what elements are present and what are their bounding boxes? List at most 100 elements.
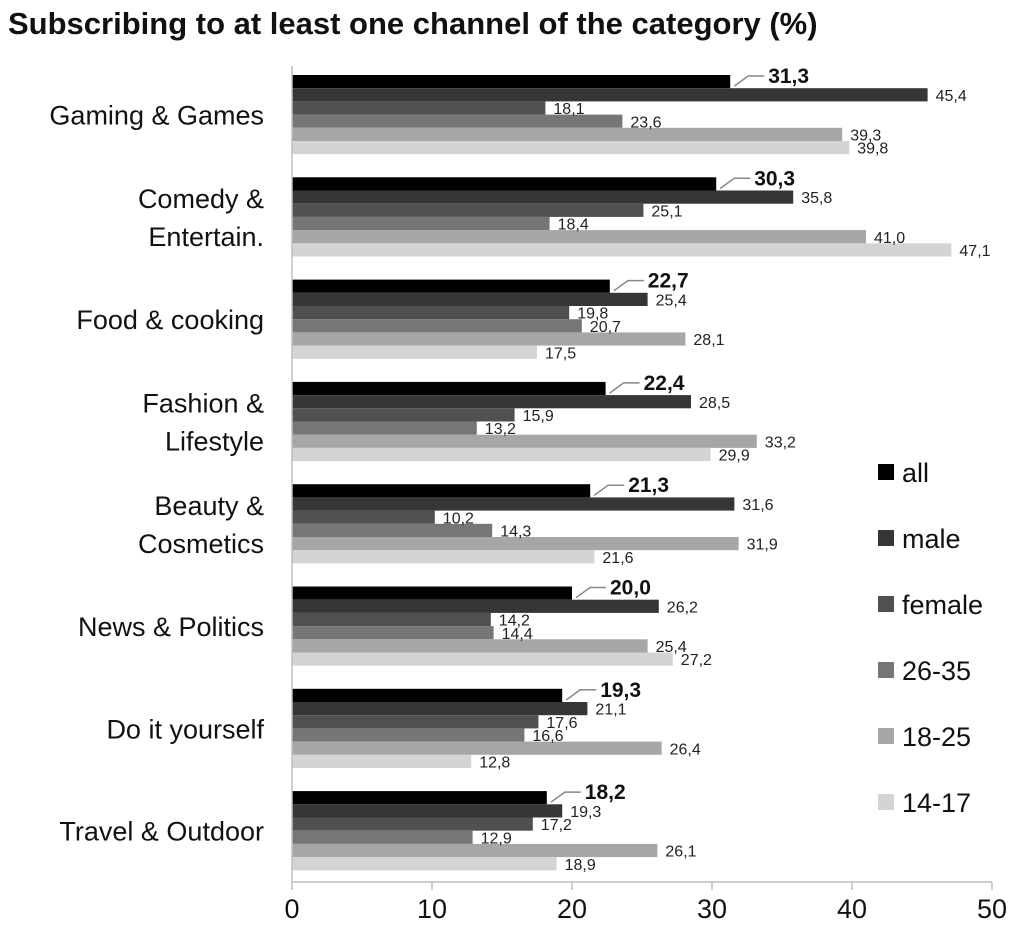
x-tick-label-0: 0 xyxy=(284,894,299,924)
category-label-0-line-0: Gaming & Games xyxy=(49,101,264,131)
bar-all-6 xyxy=(292,688,563,702)
bar-all-4 xyxy=(292,484,591,498)
category-label-4-line-0: Beauty & xyxy=(154,491,264,521)
category-label-2-line-0: Food & cooking xyxy=(76,305,264,335)
bar-26-35-0 xyxy=(292,114,623,128)
value-label-female-2: 19,8 xyxy=(577,306,608,323)
bar-26-35-4 xyxy=(292,523,493,537)
legend-swatch-26-35 xyxy=(878,662,894,678)
value-label-14-17-5: 27,2 xyxy=(681,652,712,669)
legend-label-female: female xyxy=(902,590,983,620)
bar-male-1 xyxy=(292,190,794,204)
leader-line-all-3 xyxy=(609,382,640,394)
legend-swatch-male xyxy=(878,530,894,546)
value-label-14-17-4: 21,6 xyxy=(602,550,633,567)
bar-all-3 xyxy=(292,381,606,396)
bar-26-35-5 xyxy=(292,626,494,640)
leader-line-all-4 xyxy=(593,484,625,497)
bar-14-17-0 xyxy=(292,141,850,155)
bars-layer xyxy=(292,75,952,871)
bar-18-25-5 xyxy=(292,639,648,653)
value-label-all-7: 18,2 xyxy=(585,781,626,804)
bar-14-17-2 xyxy=(292,345,537,359)
leader-line-all-5 xyxy=(575,586,606,599)
value-label-26-35-0: 23,6 xyxy=(630,114,661,131)
value-label-all-2: 22,7 xyxy=(648,270,689,293)
category-label-7-line-0: Travel & Outdoor xyxy=(59,817,264,847)
value-label-26-35-5: 14,4 xyxy=(502,626,533,643)
bar-female-4 xyxy=(292,510,435,524)
bar-14-17-7 xyxy=(292,857,557,871)
bar-18-25-2 xyxy=(292,332,686,346)
value-label-male-1: 35,8 xyxy=(801,190,832,207)
bar-14-17-5 xyxy=(292,652,673,666)
legend-swatch-14-17 xyxy=(878,794,894,810)
bar-male-3 xyxy=(292,395,691,409)
legend-swatch-18-25 xyxy=(878,728,894,744)
leader-line-all-2 xyxy=(613,279,644,292)
bar-male-2 xyxy=(292,292,648,306)
leader-line-all-7 xyxy=(550,791,581,803)
value-label-14-17-7: 18,9 xyxy=(565,857,596,874)
legend-label-18-25: 18-25 xyxy=(902,722,971,752)
value-label-female-5: 14,2 xyxy=(499,613,530,630)
value-labels-layer: 31,3 45,4 18,1 23,6 39,339,8 30,3 35,8 25,1 18,4… xyxy=(443,65,991,874)
value-label-14-17-2: 17,5 xyxy=(545,345,576,362)
value-label-all-5: 20,0 xyxy=(610,577,651,600)
bar-14-17-4 xyxy=(292,550,595,564)
bar-all-1 xyxy=(292,177,717,191)
bar-18-25-1 xyxy=(292,230,866,244)
value-label-26-35-6: 16,6 xyxy=(532,728,563,745)
value-label-18-25-0: 39,3 xyxy=(850,128,881,145)
value-label-26-35-4: 14,3 xyxy=(500,524,531,541)
value-label-female-4: 10,2 xyxy=(443,510,474,527)
legend-label-all: all xyxy=(902,458,929,488)
category-labels-layer: Gaming & Games Comedy & Entertain. Food & c… xyxy=(49,101,264,847)
legend-label-14-17: 14-17 xyxy=(902,788,971,818)
chart-title: Subscribing to at least one channel of t… xyxy=(8,6,818,41)
value-label-female-0: 18,1 xyxy=(553,101,584,118)
value-label-male-2: 25,4 xyxy=(656,293,687,310)
bar-female-5 xyxy=(292,612,491,627)
bar-26-35-1 xyxy=(292,216,550,231)
value-label-26-35-3: 13,2 xyxy=(485,421,516,438)
category-label-6-line-0: Do it yourself xyxy=(106,714,264,744)
x-tick-label-3: 30 xyxy=(697,894,727,924)
legend-swatch-all xyxy=(878,464,894,480)
leader-line-all-1 xyxy=(719,177,751,190)
value-label-male-4: 31,6 xyxy=(742,497,773,514)
leader-line-all-6 xyxy=(565,689,597,701)
bar-18-25-6 xyxy=(292,741,662,755)
value-label-male-5: 26,2 xyxy=(667,599,698,616)
value-label-18-25-6: 26,4 xyxy=(670,741,701,758)
bar-male-5 xyxy=(292,599,659,613)
bar-female-2 xyxy=(292,306,570,320)
value-label-all-3: 22,4 xyxy=(644,372,685,395)
legend-swatch-female xyxy=(878,596,894,612)
value-label-26-35-1: 18,4 xyxy=(558,217,589,234)
value-label-18-25-4: 31,9 xyxy=(747,537,778,554)
value-label-male-6: 21,1 xyxy=(595,702,626,719)
bar-male-6 xyxy=(292,702,588,716)
category-label-4-line-1: Cosmetics xyxy=(138,529,264,559)
category-label-5-line-0: News & Politics xyxy=(78,612,264,642)
x-tick-label-4: 40 xyxy=(837,894,867,924)
value-label-18-25-3: 33,2 xyxy=(765,434,796,451)
x-tick-label-1: 10 xyxy=(417,894,447,924)
value-label-male-7: 19,3 xyxy=(570,804,601,821)
value-label-all-6: 19,3 xyxy=(600,679,641,702)
bar-male-0 xyxy=(292,88,928,102)
bar-female-1 xyxy=(292,203,644,217)
value-label-14-17-3: 29,9 xyxy=(719,448,750,465)
value-label-18-25-2: 28,1 xyxy=(693,332,724,349)
bar-14-17-1 xyxy=(292,243,952,257)
value-label-26-35-7: 12,9 xyxy=(481,830,512,847)
bar-18-25-0 xyxy=(292,127,843,141)
value-label-male-0: 45,4 xyxy=(936,88,967,105)
category-label-3-line-0: Fashion & xyxy=(142,389,264,419)
value-label-all-0: 31,3 xyxy=(768,65,809,88)
bar-26-35-2 xyxy=(292,319,582,333)
value-label-18-25-7: 26,1 xyxy=(665,844,696,861)
bar-all-0 xyxy=(292,75,731,89)
bar-26-35-6 xyxy=(292,728,525,742)
